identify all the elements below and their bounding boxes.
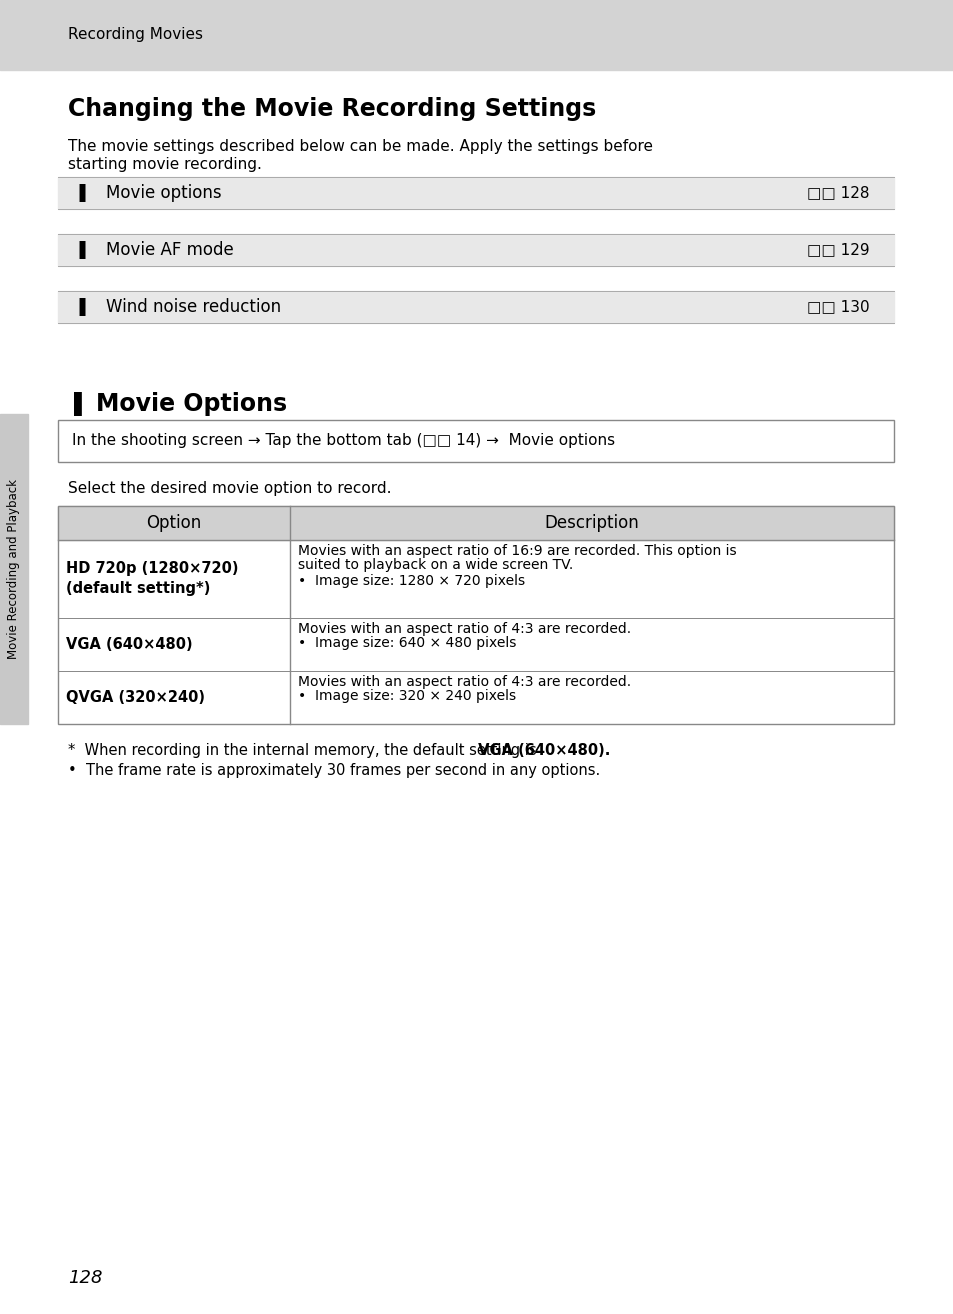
- Text: QVGA (320×240): QVGA (320×240): [66, 690, 205, 706]
- Text: Changing the Movie Recording Settings: Changing the Movie Recording Settings: [68, 97, 596, 121]
- Text: ❚: ❚: [74, 184, 89, 202]
- Text: Movie Options: Movie Options: [96, 392, 287, 417]
- Bar: [58, 506, 893, 540]
- Text: VGA (640×480): VGA (640×480): [66, 637, 193, 652]
- Bar: [0, 414, 28, 724]
- Text: □□ 129: □□ 129: [806, 243, 869, 258]
- Text: ❚: ❚: [68, 392, 88, 417]
- Text: suited to playback on a wide screen TV.: suited to playback on a wide screen TV.: [297, 558, 573, 572]
- Text: Movie AF mode: Movie AF mode: [106, 240, 233, 259]
- Bar: [58, 290, 893, 323]
- Bar: [58, 506, 893, 724]
- Text: □□ 130: □□ 130: [806, 300, 869, 314]
- Text: In the shooting screen → Tap the bottom tab (□□ 14) →  Movie options: In the shooting screen → Tap the bottom …: [71, 434, 615, 448]
- Text: Movie Recording and Playback: Movie Recording and Playback: [8, 480, 20, 660]
- Bar: [58, 420, 893, 463]
- Text: •  Image size: 320 × 240 pixels: • Image size: 320 × 240 pixels: [297, 689, 516, 703]
- Bar: [58, 177, 893, 209]
- Text: 128: 128: [68, 1269, 102, 1286]
- Text: •  Image size: 1280 × 720 pixels: • Image size: 1280 × 720 pixels: [297, 574, 524, 587]
- Text: Movies with an aspect ratio of 16:9 are recorded. This option is: Movies with an aspect ratio of 16:9 are …: [297, 544, 736, 558]
- Text: starting movie recording.: starting movie recording.: [68, 156, 262, 172]
- Text: Movies with an aspect ratio of 4:3 are recorded.: Movies with an aspect ratio of 4:3 are r…: [297, 675, 631, 689]
- Text: •  The frame rate is approximately 30 frames per second in any options.: • The frame rate is approximately 30 fra…: [68, 763, 599, 778]
- Text: ❚: ❚: [74, 298, 89, 315]
- Text: □□ 128: □□ 128: [806, 185, 869, 201]
- Text: Description: Description: [544, 514, 639, 532]
- Text: *  When recording in the internal memory, the default setting is: * When recording in the internal memory,…: [68, 742, 540, 758]
- Text: Option: Option: [146, 514, 201, 532]
- Bar: [0, 0, 953, 70]
- Text: HD 720p (1280×720): HD 720p (1280×720): [66, 561, 238, 577]
- Text: Wind noise reduction: Wind noise reduction: [106, 298, 281, 315]
- Text: Movies with an aspect ratio of 4:3 are recorded.: Movies with an aspect ratio of 4:3 are r…: [297, 622, 631, 636]
- Bar: [58, 234, 893, 265]
- Text: Recording Movies: Recording Movies: [68, 28, 203, 42]
- Text: Select the desired movie option to record.: Select the desired movie option to recor…: [68, 481, 391, 495]
- Text: The movie settings described below can be made. Apply the settings before: The movie settings described below can b…: [68, 138, 652, 154]
- Text: (default setting*): (default setting*): [66, 582, 211, 597]
- Text: VGA (640×480).: VGA (640×480).: [473, 742, 610, 758]
- Text: Movie options: Movie options: [106, 184, 221, 202]
- Text: ❚: ❚: [74, 240, 89, 259]
- Text: •  Image size: 640 × 480 pixels: • Image size: 640 × 480 pixels: [297, 636, 516, 650]
